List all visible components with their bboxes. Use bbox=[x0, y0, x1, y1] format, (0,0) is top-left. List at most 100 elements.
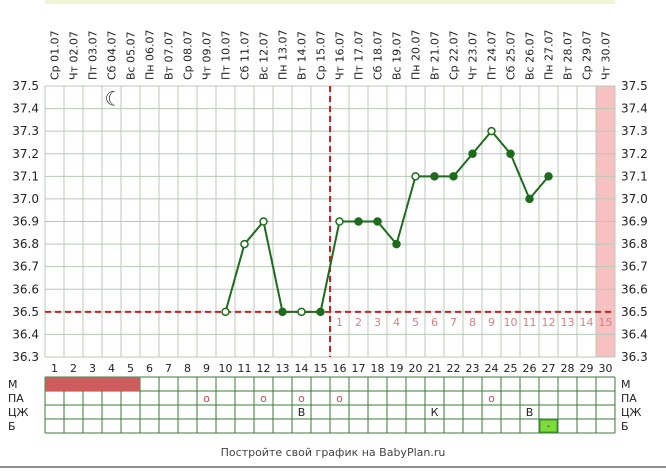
day-number: 29 bbox=[580, 362, 594, 375]
row-mark: o bbox=[260, 392, 267, 405]
date-label: Вс 26.07 bbox=[524, 31, 537, 80]
date-label: Чт 09.07 bbox=[201, 31, 214, 80]
date-label: Сб 11.07 bbox=[239, 31, 252, 80]
day-number: 23 bbox=[466, 362, 480, 375]
row-mark: o bbox=[336, 392, 343, 405]
date-label: Вт 28.07 bbox=[562, 31, 575, 80]
day-number: 10 bbox=[219, 362, 233, 375]
row-label-left: М bbox=[8, 378, 18, 391]
day-number: 27 bbox=[542, 362, 556, 375]
luteal-day-label: 6 bbox=[431, 316, 438, 329]
temperature-point bbox=[525, 194, 534, 204]
day-number: 28 bbox=[561, 362, 575, 375]
luteal-day-label: 13 bbox=[561, 316, 575, 329]
temperature-point bbox=[221, 307, 230, 317]
period-bar bbox=[45, 377, 140, 391]
date-label: Вс 19.07 bbox=[391, 31, 404, 80]
day-number: 8 bbox=[184, 362, 191, 375]
date-label: Ср 01.07 bbox=[49, 30, 62, 80]
day-number: 5 bbox=[127, 362, 134, 375]
luteal-day-label: 8 bbox=[469, 316, 476, 329]
day-number: 14 bbox=[295, 362, 309, 375]
temperature-line bbox=[224, 129, 550, 313]
date-label: Пн 06.07 bbox=[144, 30, 157, 80]
temperature-point bbox=[259, 217, 268, 226]
y-tick-label-right: 36.6 bbox=[621, 282, 648, 296]
day-number: 24 bbox=[485, 362, 499, 375]
row-label-left: ЦЖ bbox=[8, 406, 29, 419]
temperature-point bbox=[297, 307, 306, 317]
y-tick-label-right: 37.4 bbox=[621, 102, 648, 116]
date-label: Сб 25.07 bbox=[505, 31, 518, 80]
temperature-point bbox=[544, 172, 553, 181]
day-number: 20 bbox=[409, 362, 423, 375]
date-label: Ср 08.07 bbox=[182, 30, 195, 80]
day-number: 12 bbox=[257, 362, 271, 375]
luteal-day-label: 1 bbox=[336, 316, 343, 329]
date-label: Пт 24.07 bbox=[486, 30, 499, 80]
luteal-day-label: 7 bbox=[450, 316, 457, 329]
day-number: 19 bbox=[390, 362, 404, 375]
date-label: Вс 12.07 bbox=[258, 31, 271, 80]
date-label: Пн 27.07 bbox=[543, 30, 556, 80]
temperature-point bbox=[468, 149, 477, 158]
y-tick-label-right: 36.7 bbox=[621, 260, 648, 274]
test-box bbox=[539, 419, 558, 433]
y-tick-label-right: 36.9 bbox=[621, 215, 648, 229]
y-tick-label-right: 36.5 bbox=[621, 305, 648, 319]
luteal-day-label: 2 bbox=[355, 316, 362, 329]
y-tick-label-left: 36.5 bbox=[12, 305, 39, 319]
y-tick-label-right: 36.3 bbox=[621, 350, 648, 364]
day-number: 25 bbox=[504, 362, 518, 375]
y-tick-label-left: 37.5 bbox=[12, 79, 39, 93]
temperature-point bbox=[430, 172, 439, 181]
temperature-point bbox=[506, 149, 515, 158]
row-mark: К bbox=[431, 406, 439, 419]
y-tick-label-left: 37.0 bbox=[12, 192, 39, 206]
day-number: 7 bbox=[165, 362, 172, 375]
temperature-point bbox=[449, 172, 458, 181]
day-number: 1 bbox=[51, 362, 58, 375]
row-mark: В bbox=[298, 406, 306, 419]
luteal-day-label: 4 bbox=[393, 316, 400, 329]
y-tick-label-left: 37.4 bbox=[12, 102, 39, 116]
temperature-point bbox=[240, 239, 249, 249]
y-tick-label-right: 37.1 bbox=[621, 169, 648, 183]
day-number: 22 bbox=[447, 362, 461, 375]
luteal-day-label: 11 bbox=[523, 316, 537, 329]
y-tick-label-right: 37.2 bbox=[621, 147, 648, 161]
date-label: Пн 20.07 bbox=[410, 30, 423, 80]
day-number: 18 bbox=[371, 362, 385, 375]
row-label-right: ПА bbox=[621, 392, 637, 405]
footer-link[interactable]: Постройте свой график на BabyPlan.ru bbox=[220, 446, 446, 459]
day-number: 2 bbox=[70, 362, 77, 375]
temperature-point bbox=[487, 126, 496, 136]
temperature-point bbox=[354, 217, 363, 226]
temperature-point bbox=[278, 307, 287, 317]
y-tick-label-left: 37.3 bbox=[12, 124, 39, 138]
y-tick-label-right: 37.5 bbox=[621, 79, 648, 93]
date-label: Чт 16.07 bbox=[334, 31, 347, 80]
date-label: Вт 07.07 bbox=[163, 31, 176, 80]
luteal-day-label: 15 bbox=[599, 316, 613, 329]
test-box-label: - bbox=[547, 421, 551, 432]
y-tick-label-right: 36.4 bbox=[621, 327, 648, 341]
temperature-point bbox=[373, 217, 382, 226]
date-label: Ср 29.07 bbox=[581, 30, 594, 80]
date-label: Ср 22.07 bbox=[448, 30, 461, 80]
date-label: Вс 05.07 bbox=[125, 31, 138, 80]
day-number: 13 bbox=[276, 362, 290, 375]
day-number: 3 bbox=[89, 362, 96, 375]
luteal-day-label: 5 bbox=[412, 316, 419, 329]
day-number: 4 bbox=[108, 362, 115, 375]
y-tick-label-left: 36.7 bbox=[12, 260, 39, 274]
y-tick-label-left: 37.1 bbox=[12, 169, 39, 183]
day-number: 9 bbox=[203, 362, 210, 375]
top-band bbox=[45, 0, 615, 4]
date-label: Вт 14.07 bbox=[296, 31, 309, 80]
temperature-point bbox=[411, 172, 420, 181]
y-tick-label-left: 36.6 bbox=[12, 282, 39, 296]
moon-icon: ☾ bbox=[105, 86, 123, 110]
